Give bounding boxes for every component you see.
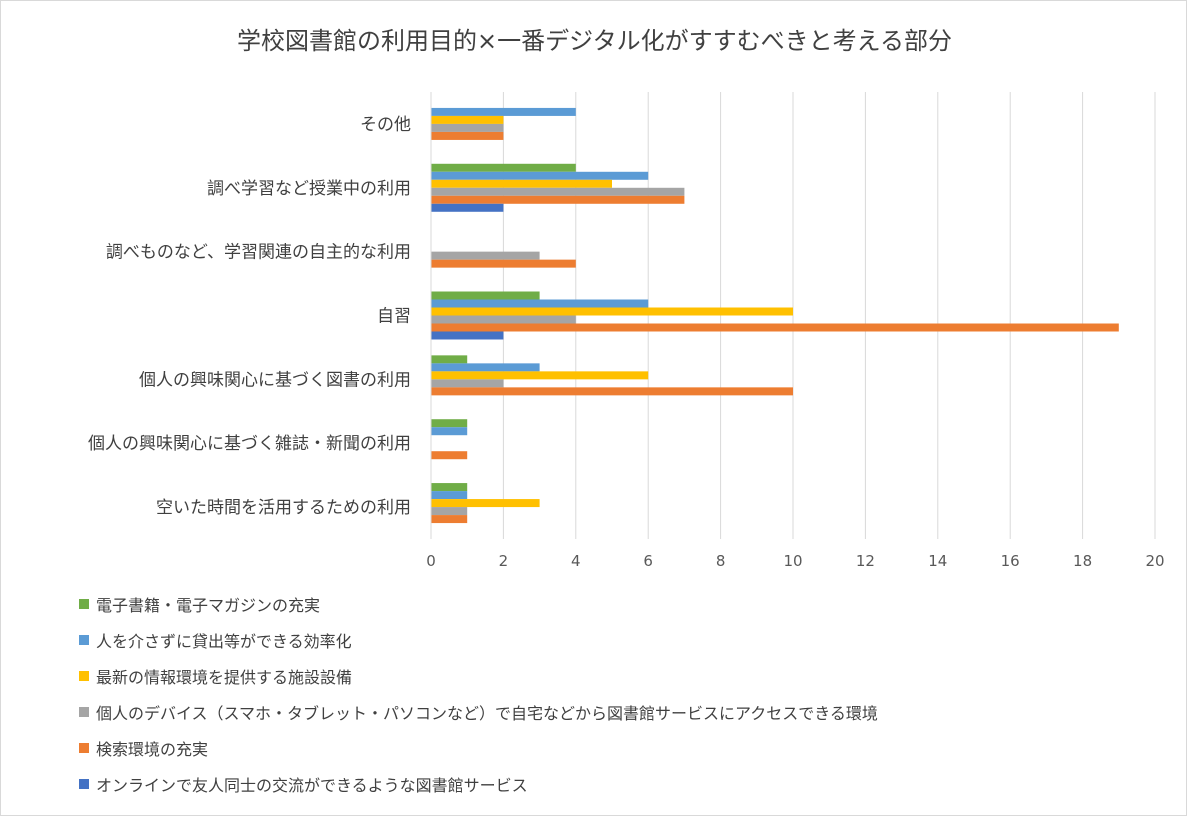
bar: [431, 355, 468, 364]
bar: [431, 427, 468, 436]
bar: [431, 315, 576, 324]
x-tick-label: 18: [1073, 552, 1092, 570]
bar: [431, 387, 793, 396]
legend-item: 人を介さずに貸出等ができる効率化: [79, 622, 878, 658]
x-tick-label: 16: [1001, 552, 1020, 570]
plot-area: 0 2 4 6 8 10 12 14 16 18 20 その他調べ学習など授業中の利用調べものなど、学…: [88, 92, 1165, 570]
bar: [431, 323, 1119, 332]
bar: [431, 379, 504, 388]
x-tick-label: 4: [571, 552, 581, 570]
bar: [431, 259, 576, 268]
legend-label: 電子書籍・電子マガジンの充実: [96, 596, 321, 615]
legend: 電子書籍・電子マガジンの充実人を介さずに貸出等ができる効率化 最新の情報環境を提供…: [79, 586, 878, 802]
x-tick-label: 0: [426, 552, 436, 570]
legend-swatch: [79, 707, 89, 717]
legend-swatch: [79, 635, 89, 645]
bar: [431, 499, 540, 508]
legend-swatch: [79, 779, 89, 789]
bar: [431, 507, 468, 516]
legend-label: 個人のデバイス（スマホ・タブレット・パソコンなど）で自宅などから図書館サービスに…: [96, 704, 878, 723]
x-tick-label: 14: [928, 552, 947, 570]
category-label: 調べ学習など授業中の利用: [207, 179, 411, 199]
category-label: その他: [360, 115, 411, 135]
legend-label: 検索環境の充実: [96, 740, 209, 759]
x-tick-label: 2: [499, 552, 509, 570]
bar: [431, 491, 468, 500]
chart-title: 学校図書館の利用目的×一番デジタル化がすすむべきと考える部分: [237, 27, 952, 55]
bar: [431, 195, 685, 204]
bar: [431, 451, 468, 460]
category-label: 空いた時間を活用するための利用: [156, 498, 411, 518]
legend-item: オンラインで友人同士の交流ができるような図書館サービス: [79, 766, 878, 802]
bar: [431, 187, 685, 196]
legend-label: 最新の情報環境を提供する施設設備: [96, 668, 353, 687]
legend-item: 電子書籍・電子マガジンの充実: [79, 586, 878, 622]
bar: [431, 371, 649, 380]
legend-swatch: [79, 671, 89, 681]
bar: [431, 291, 540, 300]
bar: [431, 251, 540, 260]
bar: [431, 123, 504, 132]
bar: [431, 363, 540, 372]
category-label: 調べものなど、学習関連の自主的な利用: [106, 243, 411, 263]
bar: [431, 107, 576, 116]
bar: [431, 331, 504, 340]
x-tick-label: 12: [856, 552, 875, 570]
legend-swatch: [79, 743, 89, 753]
bar: [431, 203, 504, 212]
x-tick-label: 8: [716, 552, 726, 570]
bar: [431, 299, 649, 308]
bar: [431, 419, 468, 428]
x-tick-label: 10: [783, 552, 802, 570]
category-label: 自習: [377, 307, 411, 327]
bar: [431, 483, 468, 492]
bar: [431, 515, 468, 524]
category-label: 個人の興味関心に基づく図書の利用: [139, 370, 411, 390]
bar: [431, 179, 612, 188]
bar: [431, 115, 504, 124]
legend-label: 人を介さずに貸出等ができる効率化: [96, 632, 352, 651]
bar: [431, 171, 649, 180]
bar: [431, 163, 576, 172]
bar: [431, 131, 504, 140]
legend-item: 検索環境の充実: [79, 730, 878, 766]
bar: [431, 307, 793, 316]
legend-swatch: [79, 599, 89, 609]
category-label: 個人の興味関心に基づく雑誌・新聞の利用: [88, 434, 411, 454]
legend-label: オンラインで友人同士の交流ができるような図書館サービス: [96, 776, 528, 795]
legend-item: 個人のデバイス（スマホ・タブレット・パソコンなど）で自宅などから図書館サービスに…: [79, 694, 878, 730]
legend-item: 最新の情報環境を提供する施設設備: [79, 658, 878, 694]
x-tick-label: 6: [643, 552, 653, 570]
x-tick-label: 20: [1145, 552, 1164, 570]
